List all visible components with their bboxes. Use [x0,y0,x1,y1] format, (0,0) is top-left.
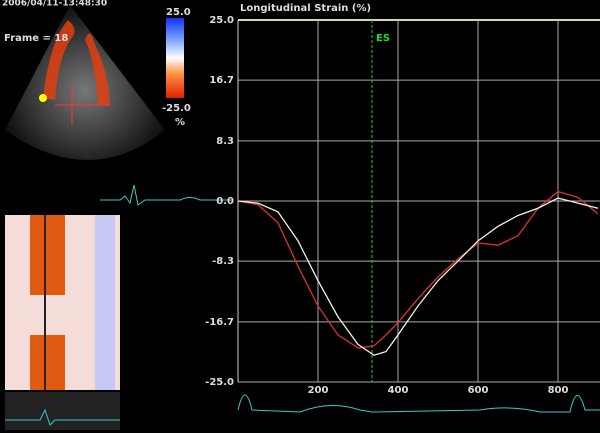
y-tick-label: -16.7 [205,317,234,328]
colorbar-max: 25.0 [166,7,191,18]
x-tick-label: 800 [548,385,569,396]
x-tick-label: 200 [308,385,329,396]
colorbar-min: -25.0 [162,103,191,114]
echo-panel: 2006/04/11-13:48:30 Frame = 18 25.0 -25.… [2,0,232,206]
y-tick-label: 0.0 [216,196,234,207]
strain-curve [237,190,599,349]
frame-label: Frame = 18 [4,33,68,44]
x-tick-label: 400 [388,385,409,396]
colorbar-unit: % [175,117,185,128]
y-tick-label: 25.0 [209,15,234,26]
event-label: ES [376,33,390,44]
ecg-trace [237,394,600,413]
m-mode-panel [5,215,120,430]
chart-title: Longitudinal Strain (%) [240,3,371,14]
timestamp: 2006/04/11-13:48:30 [2,0,107,9]
y-tick-label: -25.0 [205,377,234,388]
colorbar [166,18,184,98]
y-tick-label: 16.7 [209,75,234,86]
y-tick-label: 8.3 [216,136,234,147]
y-tick-label: -8.3 [212,256,234,267]
x-tick-label: 600 [468,385,489,396]
strain-curve [237,197,599,356]
